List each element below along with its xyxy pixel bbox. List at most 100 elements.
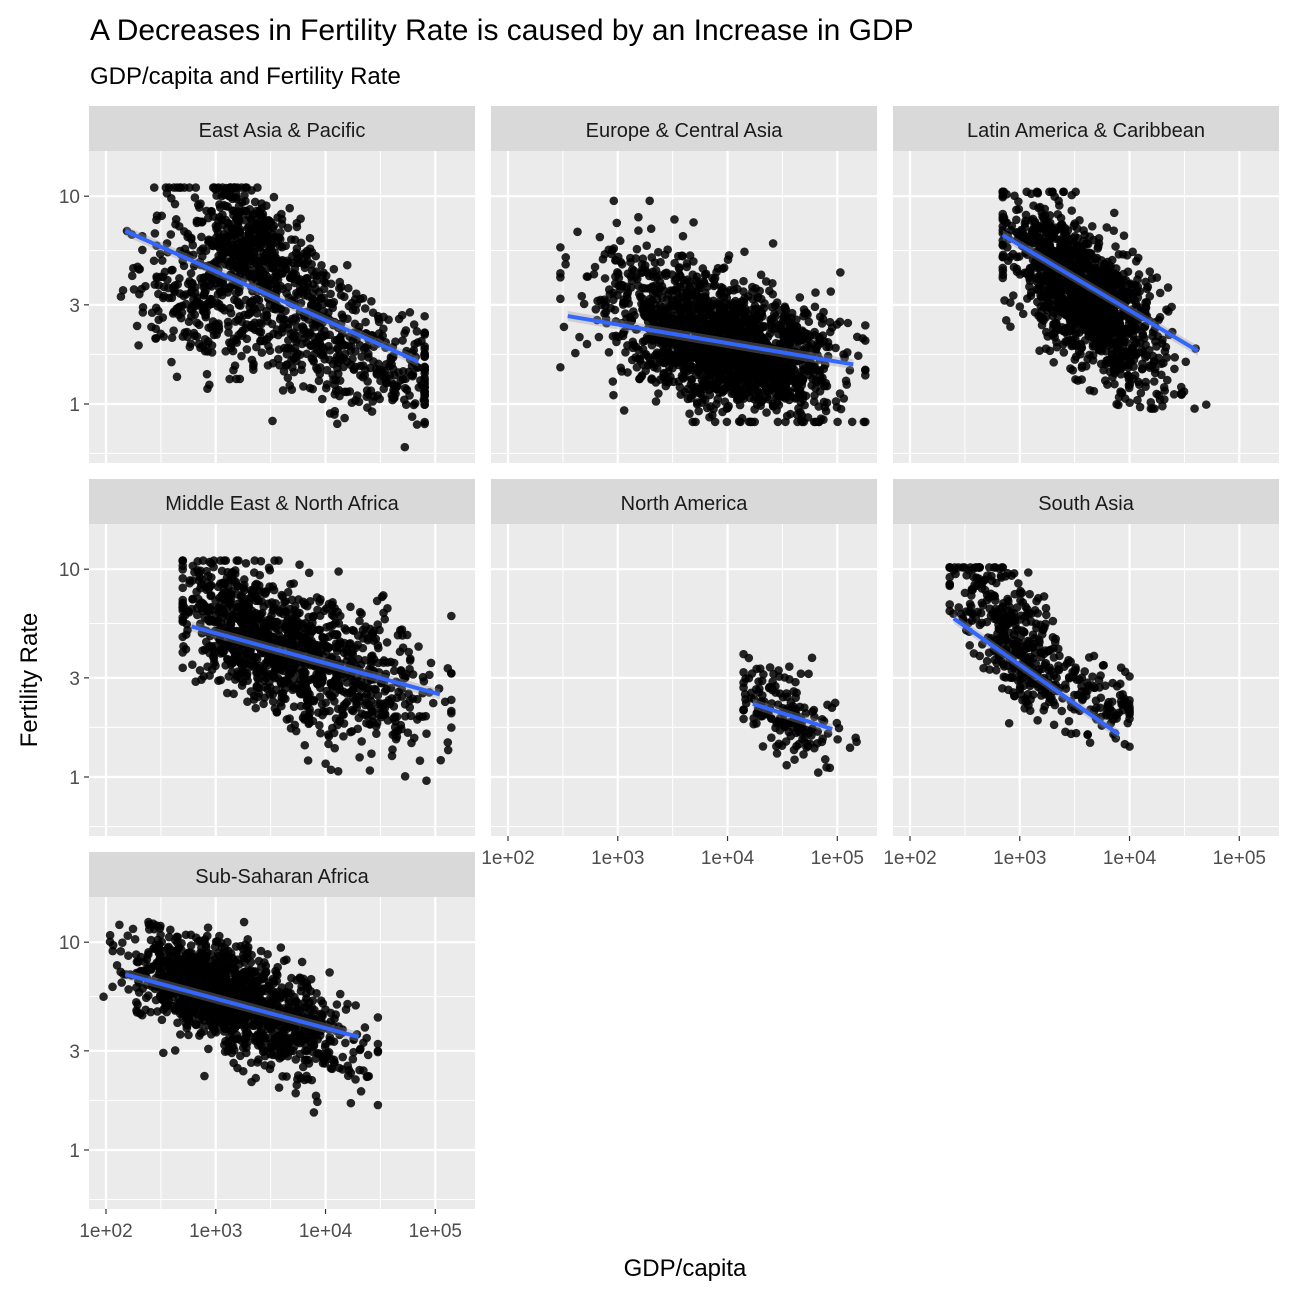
scatter-point xyxy=(804,343,814,352)
scatter-point xyxy=(262,312,271,322)
scatter-point xyxy=(726,377,735,387)
scatter-point xyxy=(315,294,325,303)
scatter-point xyxy=(315,334,324,344)
points-layer xyxy=(116,183,429,452)
scatter-point xyxy=(275,314,285,324)
scatter-point xyxy=(350,319,360,329)
scatter-point xyxy=(1132,338,1141,348)
scatter-point xyxy=(134,341,143,350)
scatter-point xyxy=(1058,340,1068,349)
scatter-point xyxy=(1040,211,1050,220)
scatter-point xyxy=(245,252,255,262)
scatter-point xyxy=(582,339,592,349)
scatter-point xyxy=(1141,353,1150,362)
chart-title: A Decreases in Fertility Rate is caused … xyxy=(90,14,914,47)
scatter-point xyxy=(1043,296,1053,306)
scatter-point xyxy=(413,338,423,347)
scatter-point xyxy=(683,384,693,394)
scatter-point xyxy=(325,298,335,308)
scatter-point xyxy=(326,289,335,299)
scatter-point xyxy=(677,351,687,361)
scatter-point xyxy=(647,253,657,262)
scatter-point xyxy=(234,201,244,211)
scatter-point xyxy=(320,326,329,336)
scatter-point xyxy=(326,765,336,775)
scatter-point xyxy=(1048,187,1057,197)
scatter-point xyxy=(634,354,643,363)
scatter-point xyxy=(743,379,753,388)
scatter-point xyxy=(367,407,377,416)
scatter-point xyxy=(292,222,302,232)
scatter-point xyxy=(722,404,732,413)
scatter-point xyxy=(803,413,813,422)
scatter-point xyxy=(1142,284,1152,294)
scatter-point xyxy=(715,313,724,323)
scatter-point xyxy=(723,320,732,329)
scatter-point xyxy=(632,363,642,372)
scatter-point xyxy=(998,270,1008,280)
scatter-point xyxy=(793,344,803,353)
scatter-point xyxy=(1141,382,1150,391)
scatter-point xyxy=(1070,341,1080,350)
scatter-point xyxy=(261,229,270,239)
scatter-point xyxy=(1162,375,1172,385)
scatter-point xyxy=(1076,293,1086,303)
scatter-point xyxy=(626,257,635,267)
scatter-point xyxy=(771,353,781,362)
scatter-point xyxy=(704,326,713,335)
scatter-point xyxy=(646,307,656,316)
scatter-point xyxy=(638,283,647,293)
scatter-point xyxy=(133,262,142,272)
scatter-point xyxy=(811,383,820,393)
scatter-point xyxy=(556,294,565,304)
scatter-point xyxy=(732,330,742,340)
scatter-point xyxy=(758,321,768,331)
scatter-point xyxy=(250,234,260,244)
scatter-point xyxy=(655,375,665,384)
scatter-point xyxy=(1061,324,1071,334)
scatter-point xyxy=(674,293,684,303)
scatter-point xyxy=(694,406,704,416)
scatter-point xyxy=(740,247,749,257)
scatter-point xyxy=(1001,315,1011,325)
scatter-point xyxy=(268,697,278,706)
scatter-point xyxy=(343,357,352,367)
scatter-point xyxy=(759,377,768,386)
scatter-point xyxy=(250,556,260,565)
scatter-point xyxy=(810,391,819,400)
scatter-point xyxy=(750,417,760,427)
scatter-point xyxy=(226,343,236,353)
scatter-point xyxy=(138,245,147,255)
scatter-point xyxy=(731,347,740,357)
scatter-point xyxy=(636,292,645,302)
scatter-point xyxy=(157,211,167,221)
scatter-point xyxy=(1163,283,1173,292)
scatter-point xyxy=(149,256,159,266)
facet-panel: Latin America & Caribbean xyxy=(893,106,1279,463)
scatter-point xyxy=(998,252,1008,262)
scatter-point xyxy=(1190,404,1199,413)
scatter-point xyxy=(1096,271,1105,280)
scatter-point xyxy=(613,252,623,262)
trend-line xyxy=(567,314,854,367)
scatter-point xyxy=(420,344,429,354)
scatter-point xyxy=(1181,357,1191,367)
scatter-point xyxy=(281,258,290,267)
scatter-point xyxy=(203,384,212,394)
scatter-point xyxy=(795,336,805,346)
scatter-point xyxy=(344,283,353,293)
scatter-point xyxy=(613,290,622,300)
scatter-point xyxy=(768,289,778,299)
scatter-point xyxy=(698,264,708,273)
scatter-point xyxy=(358,293,368,303)
scatter-point xyxy=(265,239,275,249)
scatter-point xyxy=(1071,375,1080,384)
scatter-point xyxy=(705,412,714,422)
scatter-point xyxy=(715,388,724,397)
scatter-point xyxy=(1124,381,1134,390)
scatter-point xyxy=(1138,329,1148,339)
scatter-point xyxy=(175,222,184,231)
scatter-point xyxy=(1133,275,1142,284)
scatter-point xyxy=(1130,370,1140,380)
scatter-point xyxy=(1043,332,1053,341)
